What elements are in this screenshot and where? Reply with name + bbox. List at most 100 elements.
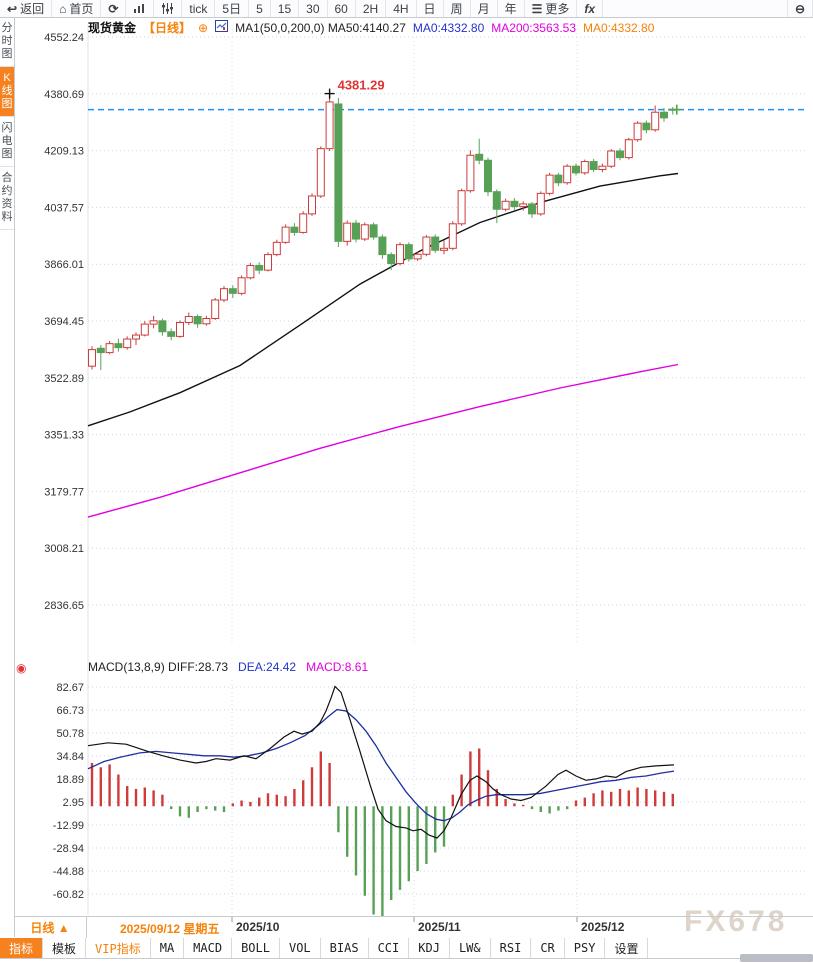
sidebar-item[interactable]: K线图 [0,67,14,117]
svg-text:-60.82: -60.82 [53,889,84,901]
svg-text:2.95: 2.95 [63,797,84,809]
indicator-tab[interactable]: BOLL [232,938,280,958]
period-5d-button[interactable]: 5日 [215,0,250,17]
svg-text:-28.94: -28.94 [53,843,84,855]
indicator-tab[interactable]: 指标 [0,938,44,958]
period-week-button[interactable]: 周 [444,0,471,17]
indicator-tab[interactable]: MACD [184,938,233,958]
period-tick-button[interactable]: tick [182,0,216,17]
indicator-tab[interactable]: CR [531,938,565,958]
period-tag: 【日线】 [143,21,192,35]
indicator-settings-icon[interactable]: ◉ [16,661,27,675]
toolbar: ↩ 返回 ⌂ 首页 ⟳ tick 5日 5 15 30 60 2H 4H 日 周 [0,0,813,18]
svg-text:3866.01: 3866.01 [44,259,84,271]
period-60m-button[interactable]: 60 [328,0,356,17]
home-icon: ⌂ [59,1,67,16]
period-2h-button[interactable]: 2H [356,0,387,17]
back-button[interactable]: ↩ 返回 [0,0,53,17]
svg-text:34.84: 34.84 [56,751,84,763]
back-arrow-icon: ↩ [7,1,18,16]
svg-text:2836.65: 2836.65 [44,600,84,612]
dea-label: DEA:24.42 [238,660,297,674]
ma0-orange-label: MA0:4332.80 [583,20,655,35]
sidebar-item[interactable]: 闪电图 [0,117,14,167]
indicator-tab[interactable]: VOL [280,938,321,958]
svg-text:4037.57: 4037.57 [44,202,84,214]
period-year-button[interactable]: 年 [498,0,525,17]
indicator-tab[interactable]: MA [151,938,185,958]
macd-value-label: MACD:8.61 [306,660,369,674]
indicator-tab[interactable]: PSY [565,938,606,958]
horizontal-scrollbar-thumb[interactable] [740,954,813,962]
formula-button[interactable]: fx [577,0,604,17]
svg-text:4380.69: 4380.69 [44,89,84,101]
refresh-icon: ⟳ [108,1,119,16]
mini-chart-icon[interactable] [215,20,229,35]
fx-icon: fx [584,1,596,16]
more-button[interactable]: ☰ 更多 [525,0,578,17]
ma0-blue-label: MA0:4332.80 [412,20,485,35]
period-month-button[interactable]: 月 [471,0,498,17]
dea-line [87,708,675,822]
period-5m-button[interactable]: 5 [249,0,271,17]
diff-line [87,685,675,839]
period-4h-button[interactable]: 4H [386,0,417,17]
indicator-settings-button[interactable] [154,0,183,17]
sidebar-item[interactable]: 分时图 [0,17,14,67]
macd-gridlines-and-labels: 82.67 66.73 50.78 34.84 18.89 2.95 -12.99 -28.9… [53,682,808,901]
zoom-out-button[interactable]: ⊖ [786,0,813,17]
vertical-gridlines [231,25,578,922]
home-label: 首页 [69,2,94,16]
ma200-line [87,363,679,518]
indicator-tab[interactable]: CCI [369,938,410,958]
sidebar-item[interactable]: 合约资料 [0,167,14,230]
svg-text:3351.33: 3351.33 [44,430,84,442]
indicator-tab[interactable]: 模板 [43,938,87,958]
x-axis-month-label: 2025/11 [418,920,461,934]
svg-text:3008.21: 3008.21 [44,543,84,555]
bar-chart-icon [133,3,146,14]
menu-icon: ☰ [531,1,543,16]
chart-header: 现货黄金 【日线】 ⊕ MA1(50,0,200,0) MA50:4140.27… [88,19,654,36]
ma200-label: MA200:3563.53 [491,20,576,35]
macd-main-label: MACD(13,8,9) DIFF:28.73 [88,660,229,674]
add-overlay-icon[interactable]: ⊕ [198,20,209,35]
svg-text:-12.99: -12.99 [53,820,84,832]
sliders-icon [161,3,174,14]
macd-histogram [90,748,674,916]
x-axis-row: 日线 ▲ 2025/09/12 星期五 2025/10 2025/11 2025/1… [0,916,813,939]
indicator-tab[interactable]: LW& [450,938,491,958]
x-axis-month-label: 2025/12 [581,920,625,934]
svg-text:4552.24: 4552.24 [44,32,84,44]
svg-text:82.67: 82.67 [56,682,84,694]
svg-text:66.73: 66.73 [56,705,84,717]
period-30m-button[interactable]: 30 [299,0,328,17]
period-selector[interactable]: 日线 ▲ [14,917,87,938]
ma-main-label: MA1(50,0,200,0) MA50:4140.27 [235,20,406,35]
period-day-button[interactable]: 日 [417,0,444,17]
indicator-tab-bar: 指标 模板 VIP指标 MA MACD BOLL VOL BIAS CCI KDJ LW& RSI CR… [0,938,813,959]
sidebar: 分时图 K线图 闪电图 合约资料 [0,17,15,937]
svg-text:3694.45: 3694.45 [44,316,84,328]
zoom-out-icon: ⊖ [794,1,805,16]
back-label: 返回 [20,2,45,16]
svg-text:3522.89: 3522.89 [44,373,84,385]
chart-type-button[interactable] [126,0,155,17]
candles-series [88,93,677,371]
indicator-tab[interactable]: 设置 [605,938,649,958]
watermark: FX678 [684,905,788,938]
ma50-line [87,172,679,427]
peak-annotation: 4381.29 [324,78,385,99]
indicator-tab[interactable]: BIAS [321,938,369,958]
svg-text:18.89: 18.89 [56,774,84,786]
refresh-button[interactable]: ⟳ [101,0,127,17]
home-button[interactable]: ⌂ 首页 [52,0,102,17]
period-15m-button[interactable]: 15 [271,0,300,17]
symbol-name: 现货黄金 [88,21,137,35]
indicator-tab[interactable]: VIP指标 [86,938,151,958]
indicator-tab[interactable]: KDJ [409,938,450,958]
indicator-tab[interactable]: RSI [491,938,532,958]
svg-text:-44.88: -44.88 [53,866,84,878]
